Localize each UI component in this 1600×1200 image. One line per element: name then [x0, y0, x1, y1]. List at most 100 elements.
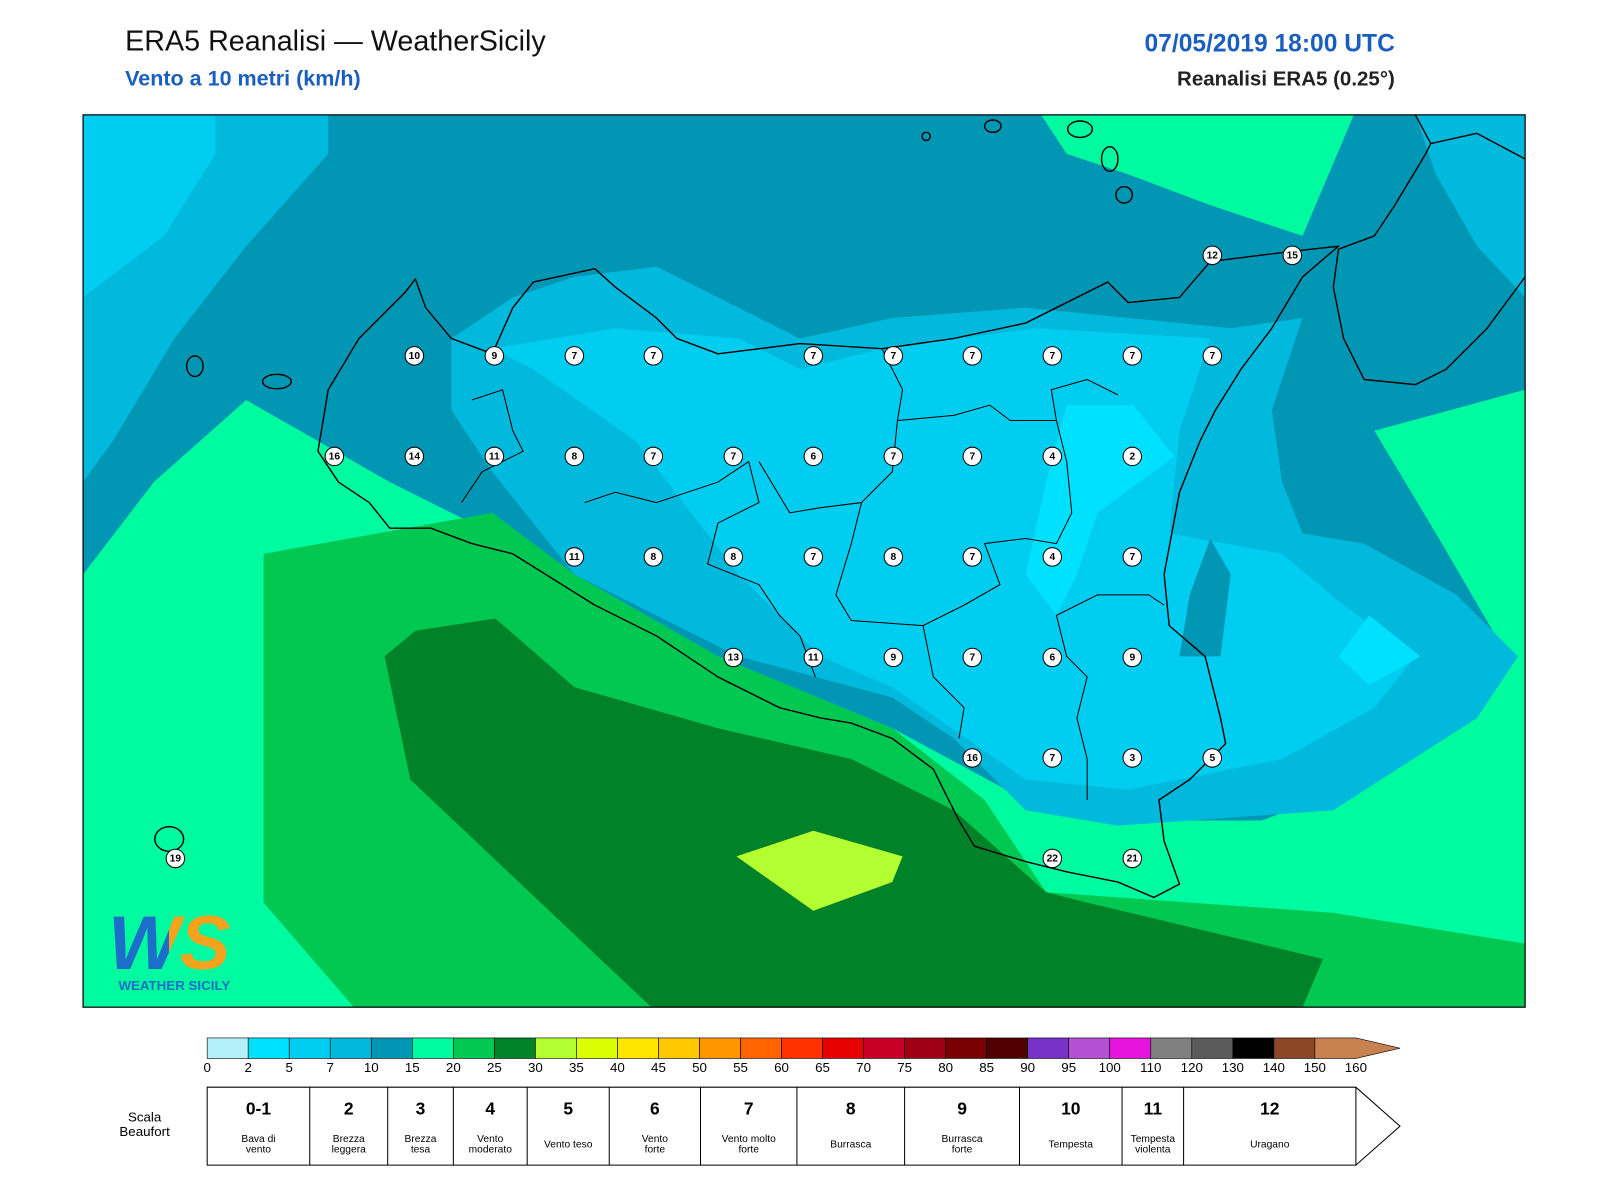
colorbar-tick-label: 95 — [1061, 1060, 1076, 1075]
colorbar-swatch — [288, 1037, 331, 1059]
colorbar-swatch — [1150, 1037, 1193, 1059]
station-marker — [1042, 346, 1063, 366]
colorbar-tick-label: 120 — [1181, 1060, 1203, 1075]
contour — [736, 830, 903, 911]
contour — [1179, 538, 1231, 657]
beaufort-description: Burrasca — [830, 1139, 871, 1150]
colorbar-swatch — [986, 1037, 1028, 1059]
station: 7 — [723, 446, 744, 467]
colorbar-swatch — [206, 1037, 249, 1059]
station-value: 7 — [650, 452, 656, 463]
colorbar-swatch — [329, 1037, 372, 1059]
colorbar-tick-label: 70 — [856, 1060, 871, 1075]
station: 9 — [883, 647, 904, 668]
station-value: 10 — [409, 351, 421, 362]
station-value: 7 — [890, 351, 896, 362]
station: 9 — [1122, 647, 1143, 668]
station-marker — [564, 346, 585, 366]
station-marker — [803, 547, 824, 567]
beaufort-description: forte — [645, 1144, 666, 1155]
station-marker — [1122, 647, 1143, 668]
province-border — [461, 389, 524, 503]
colorbar-tick-label: 35 — [569, 1060, 584, 1075]
colorbar-tick-label: 15 — [405, 1060, 420, 1075]
station: 19 — [165, 848, 186, 869]
map: 12 15 10 9 7 7 7 7 7 7 7 7 16 14 11 8 7 7 6 7 7 4 2 11 8 8 7 8 7 4 7 13… — [83, 114, 1526, 1008]
beaufort-description: Vento teso — [544, 1139, 593, 1150]
station-value: 7 — [1129, 552, 1135, 563]
station: 22 — [1042, 848, 1063, 869]
station: 6 — [803, 446, 824, 467]
station-marker — [404, 446, 425, 467]
station: 7 — [1122, 346, 1143, 366]
colorbar-swatch — [658, 1037, 700, 1059]
station: 21 — [1122, 848, 1143, 869]
station-value: 15 — [1287, 251, 1299, 262]
station-marker — [883, 346, 904, 366]
station: 7 — [883, 346, 904, 366]
beaufort-description: forte — [738, 1144, 759, 1155]
station-value: 3 — [1129, 753, 1135, 764]
colorbar-swatch — [370, 1037, 413, 1059]
station-value: 7 — [890, 452, 896, 463]
station: 2 — [1122, 446, 1143, 467]
station-marker — [643, 346, 664, 366]
station: 15 — [1282, 245, 1303, 266]
island — [1066, 120, 1094, 139]
colorbar-swatch — [1191, 1037, 1234, 1059]
colorbar-tick-label: 25 — [487, 1060, 502, 1075]
beaufort-description: Vento molto — [722, 1134, 776, 1145]
station: 7 — [1042, 748, 1063, 768]
station-value: 7 — [572, 351, 578, 362]
station-marker — [643, 547, 664, 567]
station-marker — [484, 346, 505, 366]
colorbar-tick-label: 5 — [286, 1060, 293, 1075]
station-value: 7 — [969, 552, 975, 563]
station-marker — [564, 446, 585, 467]
station-value: 8 — [730, 552, 736, 563]
colorbar-tick-label: 65 — [815, 1060, 830, 1075]
colorbar-tick-label: 80 — [938, 1060, 953, 1075]
station-value: 19 — [170, 854, 182, 865]
island — [921, 131, 931, 142]
island — [261, 373, 292, 390]
beaufort-force: 3 — [416, 1098, 426, 1118]
stations: 12 15 10 9 7 7 7 7 7 7 7 7 16 14 11 8 7 7 6 7 7 4 2 11 8 8 7 8 7 4 7 13… — [165, 245, 1303, 869]
beaufort-description: vento — [246, 1144, 271, 1155]
station: 8 — [883, 547, 904, 567]
station: 10 — [404, 346, 425, 366]
beaufort-force: 5 — [563, 1098, 573, 1118]
colorbar-swatch — [494, 1037, 536, 1059]
station-value: 7 — [730, 452, 736, 463]
station-marker — [1122, 748, 1143, 768]
station: 6 — [1042, 647, 1063, 668]
contour — [1338, 615, 1421, 686]
station-marker — [165, 848, 186, 869]
beaufort-description: Vento — [477, 1134, 504, 1145]
colorbar-tick-label: 55 — [733, 1060, 748, 1075]
colorbar-tick-label: 20 — [446, 1060, 461, 1075]
station-value: 7 — [969, 653, 975, 664]
station: 5 — [1202, 748, 1223, 768]
station: 3 — [1122, 748, 1143, 768]
station-value: 11 — [569, 552, 580, 563]
colorbar-swatch — [576, 1037, 618, 1059]
station: 7 — [962, 446, 983, 467]
station-value: 7 — [969, 452, 975, 463]
station-marker — [803, 446, 824, 467]
station-marker — [962, 346, 983, 366]
beaufort-force: 9 — [957, 1098, 967, 1118]
station-marker — [643, 446, 664, 467]
beaufort-force: 8 — [846, 1098, 856, 1118]
station: 7 — [962, 346, 983, 366]
station-value: 14 — [409, 452, 421, 463]
colorbar-swatch — [1109, 1037, 1152, 1059]
colorbar-swatch — [1232, 1037, 1275, 1059]
beaufort-description: Tempesta — [1131, 1134, 1176, 1145]
station-value: 13 — [728, 653, 740, 664]
station-marker — [962, 647, 983, 668]
coastline — [317, 245, 1340, 899]
station-marker — [1042, 848, 1063, 869]
station-value: 9 — [1129, 653, 1135, 664]
